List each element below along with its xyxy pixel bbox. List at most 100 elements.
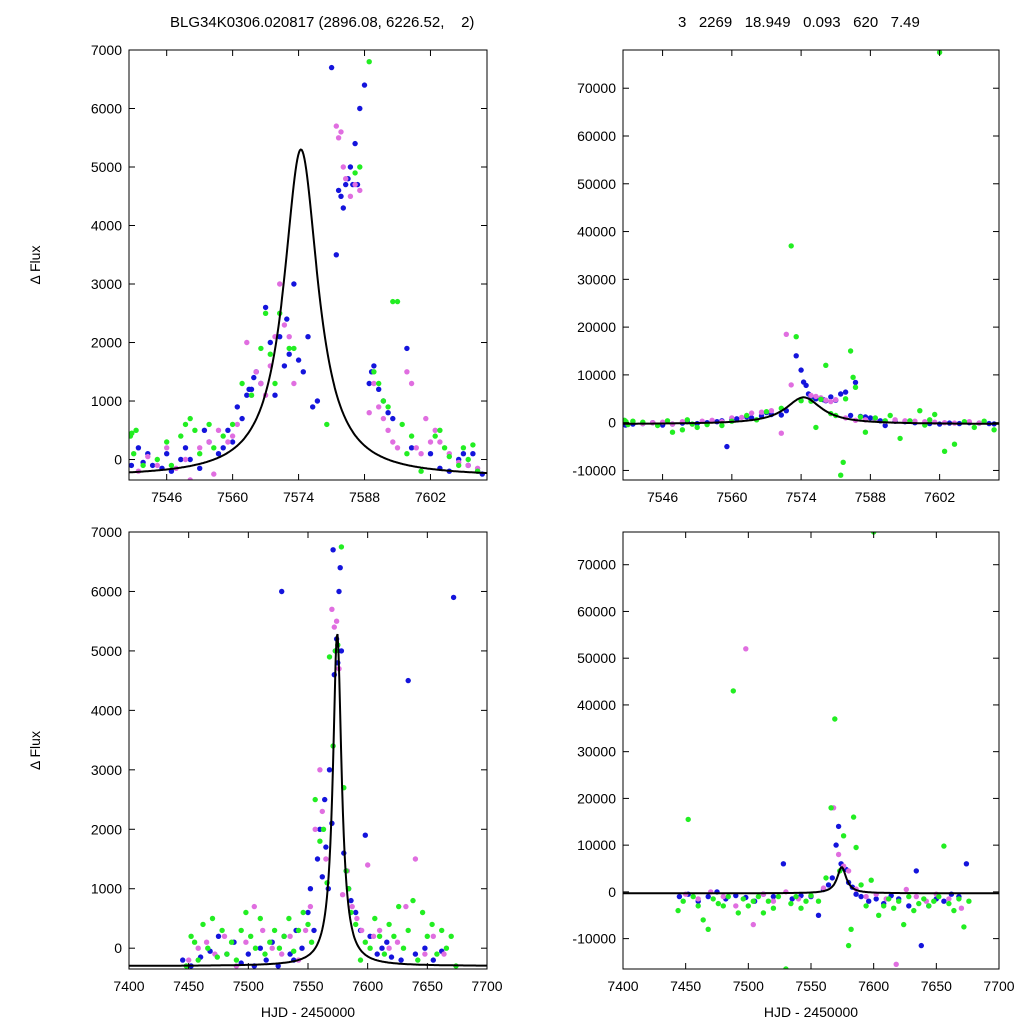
data-point	[248, 933, 254, 939]
data-point	[371, 380, 377, 387]
data-point	[808, 392, 814, 399]
y-tick-label: 1000	[91, 393, 122, 409]
y-tick-label: 0	[608, 415, 616, 431]
data-point	[281, 933, 287, 939]
data-point	[798, 398, 804, 404]
data-point	[735, 910, 741, 916]
data-point	[946, 900, 952, 907]
data-point	[197, 465, 203, 471]
data-point	[357, 164, 363, 170]
data-point	[258, 380, 264, 387]
data-point	[758, 409, 765, 415]
data-point	[456, 462, 462, 469]
data-point	[180, 957, 186, 963]
data-point	[279, 588, 285, 595]
data-point	[770, 905, 777, 911]
data-point	[906, 903, 912, 909]
data-point	[427, 439, 434, 445]
light-curve-header-left: BLG34K0306.020817 (2896.08, 6226.52, 2)	[170, 14, 475, 31]
data-point	[405, 927, 411, 934]
data-point	[715, 900, 721, 907]
y-tick-label: 30000	[577, 271, 616, 287]
y-tick-label: 60000	[577, 603, 616, 619]
data-point	[768, 408, 775, 414]
data-point	[873, 896, 879, 902]
data-point	[853, 844, 859, 851]
data-point	[396, 903, 402, 910]
data-point	[215, 451, 222, 457]
data-point	[956, 896, 962, 902]
data-point	[450, 594, 457, 601]
data-point	[828, 805, 834, 811]
data-point	[312, 826, 318, 832]
data-point	[412, 951, 419, 957]
data-point	[376, 380, 382, 387]
data-point	[239, 415, 245, 422]
data-point	[305, 334, 311, 340]
data-point	[725, 893, 731, 900]
data-point	[720, 903, 726, 909]
data-point	[371, 369, 377, 375]
data-point	[385, 427, 391, 433]
data-point	[823, 397, 829, 403]
data-point	[862, 429, 869, 435]
data-point	[911, 907, 917, 914]
data-point	[251, 374, 257, 381]
x-tick-label: 7574	[283, 489, 314, 505]
data-point	[775, 893, 782, 900]
data-point	[441, 445, 448, 451]
data-point	[788, 900, 794, 907]
x-tick-label: 7546	[151, 489, 182, 505]
data-point	[881, 903, 887, 909]
data-point	[390, 439, 396, 445]
data-point	[380, 415, 387, 422]
data-point	[154, 462, 160, 469]
data-point	[129, 462, 135, 469]
data-point	[310, 404, 316, 410]
data-point	[201, 427, 208, 433]
data-point	[460, 445, 467, 451]
data-point	[760, 910, 767, 916]
y-tick-label: 20000	[577, 319, 616, 335]
data-point	[848, 926, 854, 932]
data-point	[823, 875, 829, 881]
data-point	[803, 382, 809, 389]
y-tick-label: 0	[608, 884, 616, 900]
data-point	[281, 363, 288, 369]
data-point	[219, 927, 225, 934]
data-point	[813, 424, 819, 431]
data-point	[367, 945, 373, 951]
data-point	[331, 624, 337, 630]
data-point	[842, 396, 849, 402]
data-point	[168, 462, 175, 469]
x-tick-label: 7560	[217, 489, 248, 505]
data-point	[394, 298, 401, 305]
x-tick-label: 7500	[733, 978, 764, 994]
data-point	[308, 939, 315, 945]
data-point	[366, 380, 372, 387]
x-axis-label: HJD - 2450000	[261, 1004, 355, 1020]
data-point	[279, 951, 285, 957]
data-point	[404, 345, 410, 352]
data-point	[333, 618, 340, 624]
data-point	[149, 462, 156, 469]
data-point	[314, 398, 321, 404]
data-point	[335, 187, 342, 194]
data-point	[798, 905, 804, 911]
y-tick-label: 50000	[577, 650, 616, 666]
data-point	[295, 927, 302, 934]
data-point	[307, 886, 314, 892]
data-point	[408, 445, 415, 451]
data-point	[778, 412, 784, 418]
y-tick-label: 50000	[577, 176, 616, 192]
data-point	[405, 677, 411, 684]
data-point	[221, 933, 228, 939]
data-point	[286, 334, 292, 340]
model-curve	[129, 633, 487, 967]
data-point	[903, 886, 909, 893]
data-point	[192, 427, 198, 433]
plot-area-top-right	[623, 50, 999, 478]
data-point	[441, 951, 447, 957]
data-point	[868, 877, 874, 883]
data-point	[720, 893, 726, 900]
